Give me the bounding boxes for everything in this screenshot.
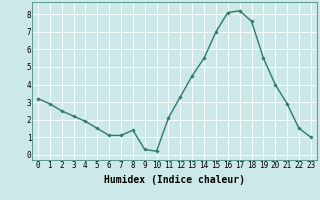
X-axis label: Humidex (Indice chaleur): Humidex (Indice chaleur)	[104, 175, 245, 185]
